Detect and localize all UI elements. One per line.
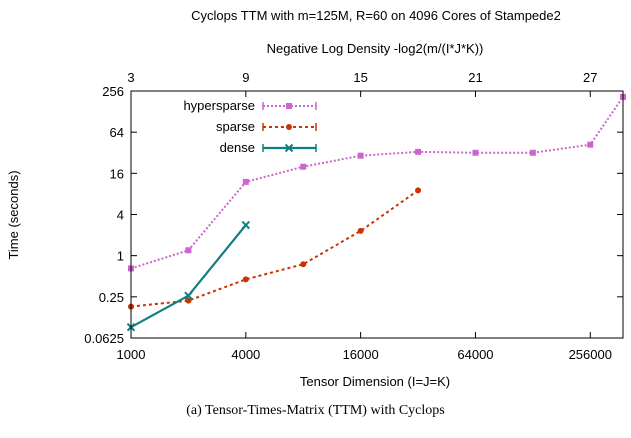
legend-entry-hypersparse: hypersparse [183, 98, 317, 113]
data-point-hypersparse [472, 149, 479, 156]
x2-tick-label: 3 [127, 70, 134, 85]
series-sparse [128, 187, 422, 310]
data-point-sparse [415, 187, 422, 194]
x2-tick-label: 9 [242, 70, 249, 85]
x-tick-label: 16000 [343, 347, 379, 362]
x2-tick-label: 21 [468, 70, 482, 85]
series-hypersparse [128, 93, 626, 272]
series-line-sparse [130, 189, 419, 308]
chart-title: Cyclops TTM with m=125M, R=60 on 4096 Co… [191, 8, 561, 23]
data-point-sparse [242, 276, 249, 283]
data-point-hypersparse [587, 141, 594, 148]
legend: hypersparse sparse dense [183, 98, 317, 155]
y-tick-label: 4 [117, 208, 124, 223]
figure-caption: (a) Tensor-Times-Matrix (TTM) with Cyclo… [186, 403, 445, 418]
data-point-sparse [185, 297, 192, 304]
legend-label: sparse [216, 119, 255, 134]
series-line-dense [130, 224, 247, 329]
x2-tick-label: 27 [583, 70, 597, 85]
x-tick-label: 64000 [457, 347, 493, 362]
data-point-hypersparse [415, 148, 422, 155]
data-point-dense [184, 291, 193, 300]
y-tick-label: 0.25 [99, 290, 124, 305]
x2-tick-label: 15 [353, 70, 367, 85]
data-point-hypersparse [300, 163, 307, 170]
x-tick-label: 1000 [117, 347, 146, 362]
data-point-hypersparse [242, 178, 249, 185]
data-point-hypersparse [357, 152, 364, 159]
legend-marker [284, 143, 294, 153]
data-point-sparse [300, 261, 307, 268]
series-layer [126, 93, 626, 332]
top-axis-label: Negative Log Density -log2(m/(I*J*K)) [267, 41, 484, 56]
y-tick-label: 64 [110, 125, 124, 140]
data-point-hypersparse [529, 149, 536, 156]
plot-frame [130, 90, 624, 339]
legend-entry-dense: dense [220, 140, 317, 155]
bottom-axis-label: Tensor Dimension (I=J=K) [300, 374, 450, 389]
y-ticks: 256 64 16 4 1 0.25 0.0625 [84, 84, 623, 346]
x-tick-label: 256000 [569, 347, 612, 362]
x-tick-label: 4000 [231, 347, 260, 362]
legend-marker [286, 103, 292, 109]
legend-label: hypersparse [183, 98, 255, 113]
y-tick-label: 0.0625 [84, 331, 124, 346]
chart: Cyclops TTM with m=125M, R=60 on 4096 Co… [6, 8, 626, 389]
x2-ticks: 3 9 15 21 27 [127, 70, 598, 97]
y-tick-label: 256 [102, 84, 124, 99]
data-point-dense [241, 220, 251, 230]
x-ticks: 1000 4000 16000 64000 256000 [117, 332, 612, 362]
y-axis-label: Time (seconds) [6, 170, 21, 259]
data-point-hypersparse [185, 247, 192, 254]
y-tick-label: 16 [110, 166, 124, 181]
data-point-sparse [357, 227, 364, 234]
y-tick-label: 1 [117, 249, 124, 264]
series-dense [126, 220, 251, 332]
legend-entry-sparse: sparse [216, 119, 317, 134]
legend-label: dense [220, 140, 255, 155]
series-line-hypersparse [130, 96, 624, 270]
legend-marker [286, 124, 292, 130]
